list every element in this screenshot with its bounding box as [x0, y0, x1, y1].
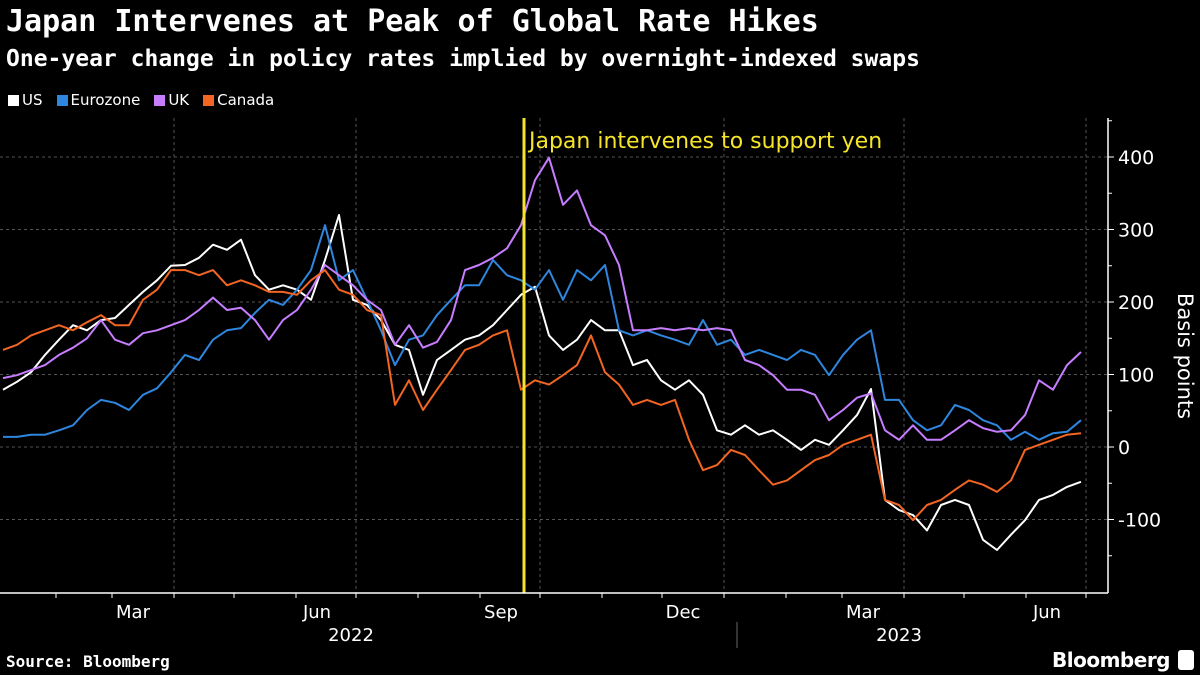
y-axis-label: Basis points: [1173, 293, 1197, 419]
legend-swatch: [8, 94, 19, 106]
series-line-eurozone: [3, 224, 1082, 441]
series-lines: [2, 156, 1082, 551]
legend-label: Canada: [217, 91, 275, 109]
x-year-label: 2022: [328, 625, 374, 646]
intervention-annotation: Japan intervenes to support yen: [522, 118, 882, 593]
y-tick-label: 200: [1118, 292, 1154, 314]
legend-item-eurozone: Eurozone: [56, 91, 141, 109]
source-note: Source: Bloomberg: [6, 652, 170, 671]
y-tick-label: 300: [1118, 220, 1154, 242]
legend-item-us: US: [8, 91, 43, 109]
series-line-canada: [2, 269, 1082, 522]
x-tick-label: Mar: [116, 602, 151, 623]
legend-label: Eurozone: [70, 91, 141, 109]
y-tick-label: 0: [1118, 437, 1130, 459]
chart-title: Japan Intervenes at Peak of Global Rate …: [6, 4, 819, 39]
x-year-label: 2023: [876, 625, 922, 646]
x-tick-label: Sep: [484, 602, 518, 623]
chart-subtitle: One-year change in policy rates implied …: [6, 46, 920, 72]
x-tick-label: Dec: [666, 602, 701, 623]
y-tick-label: -100: [1118, 510, 1161, 532]
bloomberg-logo: Bloomberg: [1052, 648, 1170, 672]
intervention-label: Japan intervenes to support yen: [527, 129, 882, 154]
legend-item-canada: Canada: [203, 91, 274, 109]
legend-swatch: [154, 94, 166, 106]
y-tick-label: 100: [1118, 365, 1154, 387]
series-line-us: [2, 214, 1082, 551]
legend-swatch: [203, 94, 215, 106]
legend: US Eurozone UK Canada: [8, 91, 274, 109]
y-tick-label: 400: [1118, 147, 1154, 169]
gridlines: [0, 118, 1108, 593]
legend-label: UK: [168, 91, 190, 109]
x-tick-label: Jun: [302, 602, 331, 623]
x-tick-label: Jun: [1032, 602, 1061, 623]
series-line-uk: [2, 156, 1082, 441]
bloomberg-chart-icon: [1178, 650, 1194, 670]
legend-item-uk: UK: [154, 91, 189, 109]
legend-label: US: [22, 91, 43, 109]
legend-swatch: [56, 94, 68, 106]
x-tick-label: Mar: [846, 602, 881, 623]
